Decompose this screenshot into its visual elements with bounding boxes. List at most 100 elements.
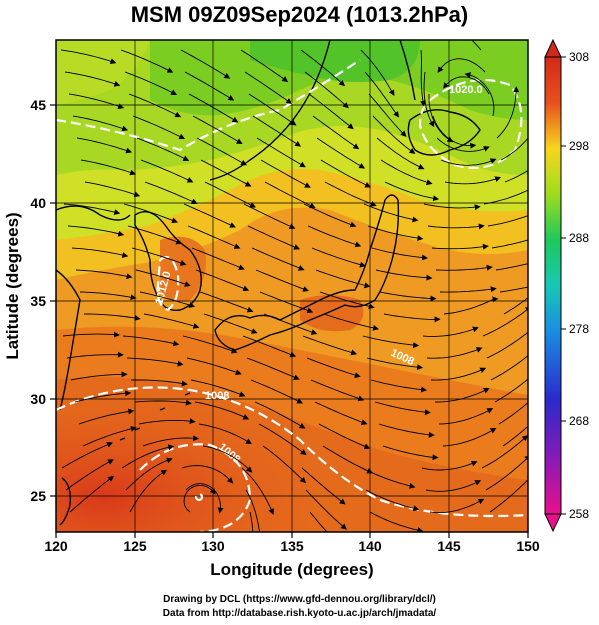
streamline bbox=[75, 269, 133, 280]
colorbar-tick-label: 308 bbox=[569, 50, 589, 64]
streamline bbox=[444, 176, 502, 185]
streamline bbox=[304, 71, 349, 109]
streamline bbox=[426, 347, 483, 359]
streamline bbox=[249, 511, 254, 532]
x-tick-label: 135 bbox=[280, 538, 304, 554]
streamline bbox=[132, 115, 186, 140]
colorbar-tick-label: 268 bbox=[569, 414, 589, 428]
streamline bbox=[315, 269, 371, 289]
streamline bbox=[120, 49, 174, 73]
streamline bbox=[248, 93, 297, 126]
streamline bbox=[305, 489, 347, 530]
wind-streamlines bbox=[60, 40, 528, 532]
streamline bbox=[123, 203, 178, 224]
streamline bbox=[76, 137, 133, 154]
streamline bbox=[435, 264, 493, 271]
streamline bbox=[324, 181, 377, 207]
streamline bbox=[380, 159, 433, 186]
streamline bbox=[378, 423, 435, 438]
streamline bbox=[379, 291, 437, 302]
streamline bbox=[78, 408, 135, 425]
streamline bbox=[183, 484, 216, 513]
streamline bbox=[72, 115, 129, 132]
streamline bbox=[67, 225, 125, 237]
streamline bbox=[139, 291, 196, 308]
streamline bbox=[300, 49, 346, 87]
streamline bbox=[181, 465, 234, 484]
streamline bbox=[306, 357, 361, 378]
streamline bbox=[140, 159, 194, 183]
streamline bbox=[464, 72, 495, 117]
streamline bbox=[429, 498, 485, 514]
streamline bbox=[487, 215, 528, 227]
streamline bbox=[370, 379, 427, 393]
x-tick-label: 120 bbox=[44, 538, 68, 554]
streamline bbox=[136, 137, 190, 161]
streamline bbox=[303, 203, 357, 228]
streamline bbox=[443, 296, 499, 315]
streamline bbox=[314, 401, 368, 425]
streamline bbox=[431, 243, 489, 250]
streamline bbox=[199, 291, 254, 313]
streamline bbox=[482, 306, 528, 337]
streamline bbox=[126, 357, 184, 367]
streamline bbox=[471, 40, 482, 51]
streamline bbox=[360, 49, 395, 96]
streamline bbox=[437, 58, 486, 73]
streamline bbox=[125, 457, 173, 491]
y-tick-label: 40 bbox=[30, 195, 46, 211]
streamline bbox=[259, 291, 314, 314]
streamline bbox=[316, 137, 366, 169]
streamline bbox=[485, 454, 528, 491]
streamline bbox=[362, 335, 420, 349]
streamline bbox=[363, 203, 419, 223]
streamline bbox=[503, 297, 528, 315]
streamline bbox=[258, 423, 307, 456]
streamline bbox=[312, 115, 360, 150]
streamline bbox=[427, 223, 485, 230]
streamline bbox=[382, 445, 439, 461]
streamline bbox=[65, 459, 114, 491]
y-tick-label: 30 bbox=[30, 391, 46, 407]
streamline bbox=[323, 313, 379, 331]
streamline bbox=[374, 401, 431, 416]
streamline bbox=[421, 460, 478, 471]
streamline bbox=[438, 408, 494, 425]
streamline bbox=[191, 247, 245, 271]
streamline bbox=[260, 159, 311, 188]
streamline bbox=[79, 291, 137, 301]
streamline bbox=[62, 331, 120, 338]
streamline bbox=[366, 357, 424, 371]
colorbar-tick-label: 298 bbox=[569, 139, 589, 153]
streamline bbox=[134, 399, 192, 406]
streamline bbox=[194, 401, 250, 420]
streamline bbox=[256, 137, 306, 168]
streamline bbox=[486, 331, 528, 359]
streamline bbox=[203, 313, 258, 334]
x-tick-label: 140 bbox=[358, 538, 382, 554]
x-tick-label: 130 bbox=[201, 538, 225, 554]
credits: Drawing by DCL (https://www.gfd-dennou.o… bbox=[0, 593, 599, 621]
streamline bbox=[184, 71, 235, 101]
streamline bbox=[128, 93, 182, 118]
streamline bbox=[252, 115, 302, 147]
streamline bbox=[142, 435, 199, 447]
streamline bbox=[320, 159, 372, 188]
streamline bbox=[495, 263, 528, 271]
streamline bbox=[188, 93, 239, 123]
streamline bbox=[196, 137, 247, 166]
streamline bbox=[84, 181, 141, 198]
streamline bbox=[375, 269, 433, 281]
streamline bbox=[318, 423, 371, 450]
streamline bbox=[308, 93, 354, 130]
streamline bbox=[69, 475, 115, 513]
streamline bbox=[244, 71, 293, 104]
streamline bbox=[361, 467, 416, 489]
streamline bbox=[365, 489, 420, 512]
streamline bbox=[68, 93, 125, 110]
colorbar-tick-label: 258 bbox=[569, 507, 589, 521]
colorbar-bottom-arrow bbox=[544, 513, 562, 533]
streamline bbox=[307, 225, 362, 248]
streamline bbox=[129, 469, 168, 513]
streamline bbox=[64, 71, 121, 87]
